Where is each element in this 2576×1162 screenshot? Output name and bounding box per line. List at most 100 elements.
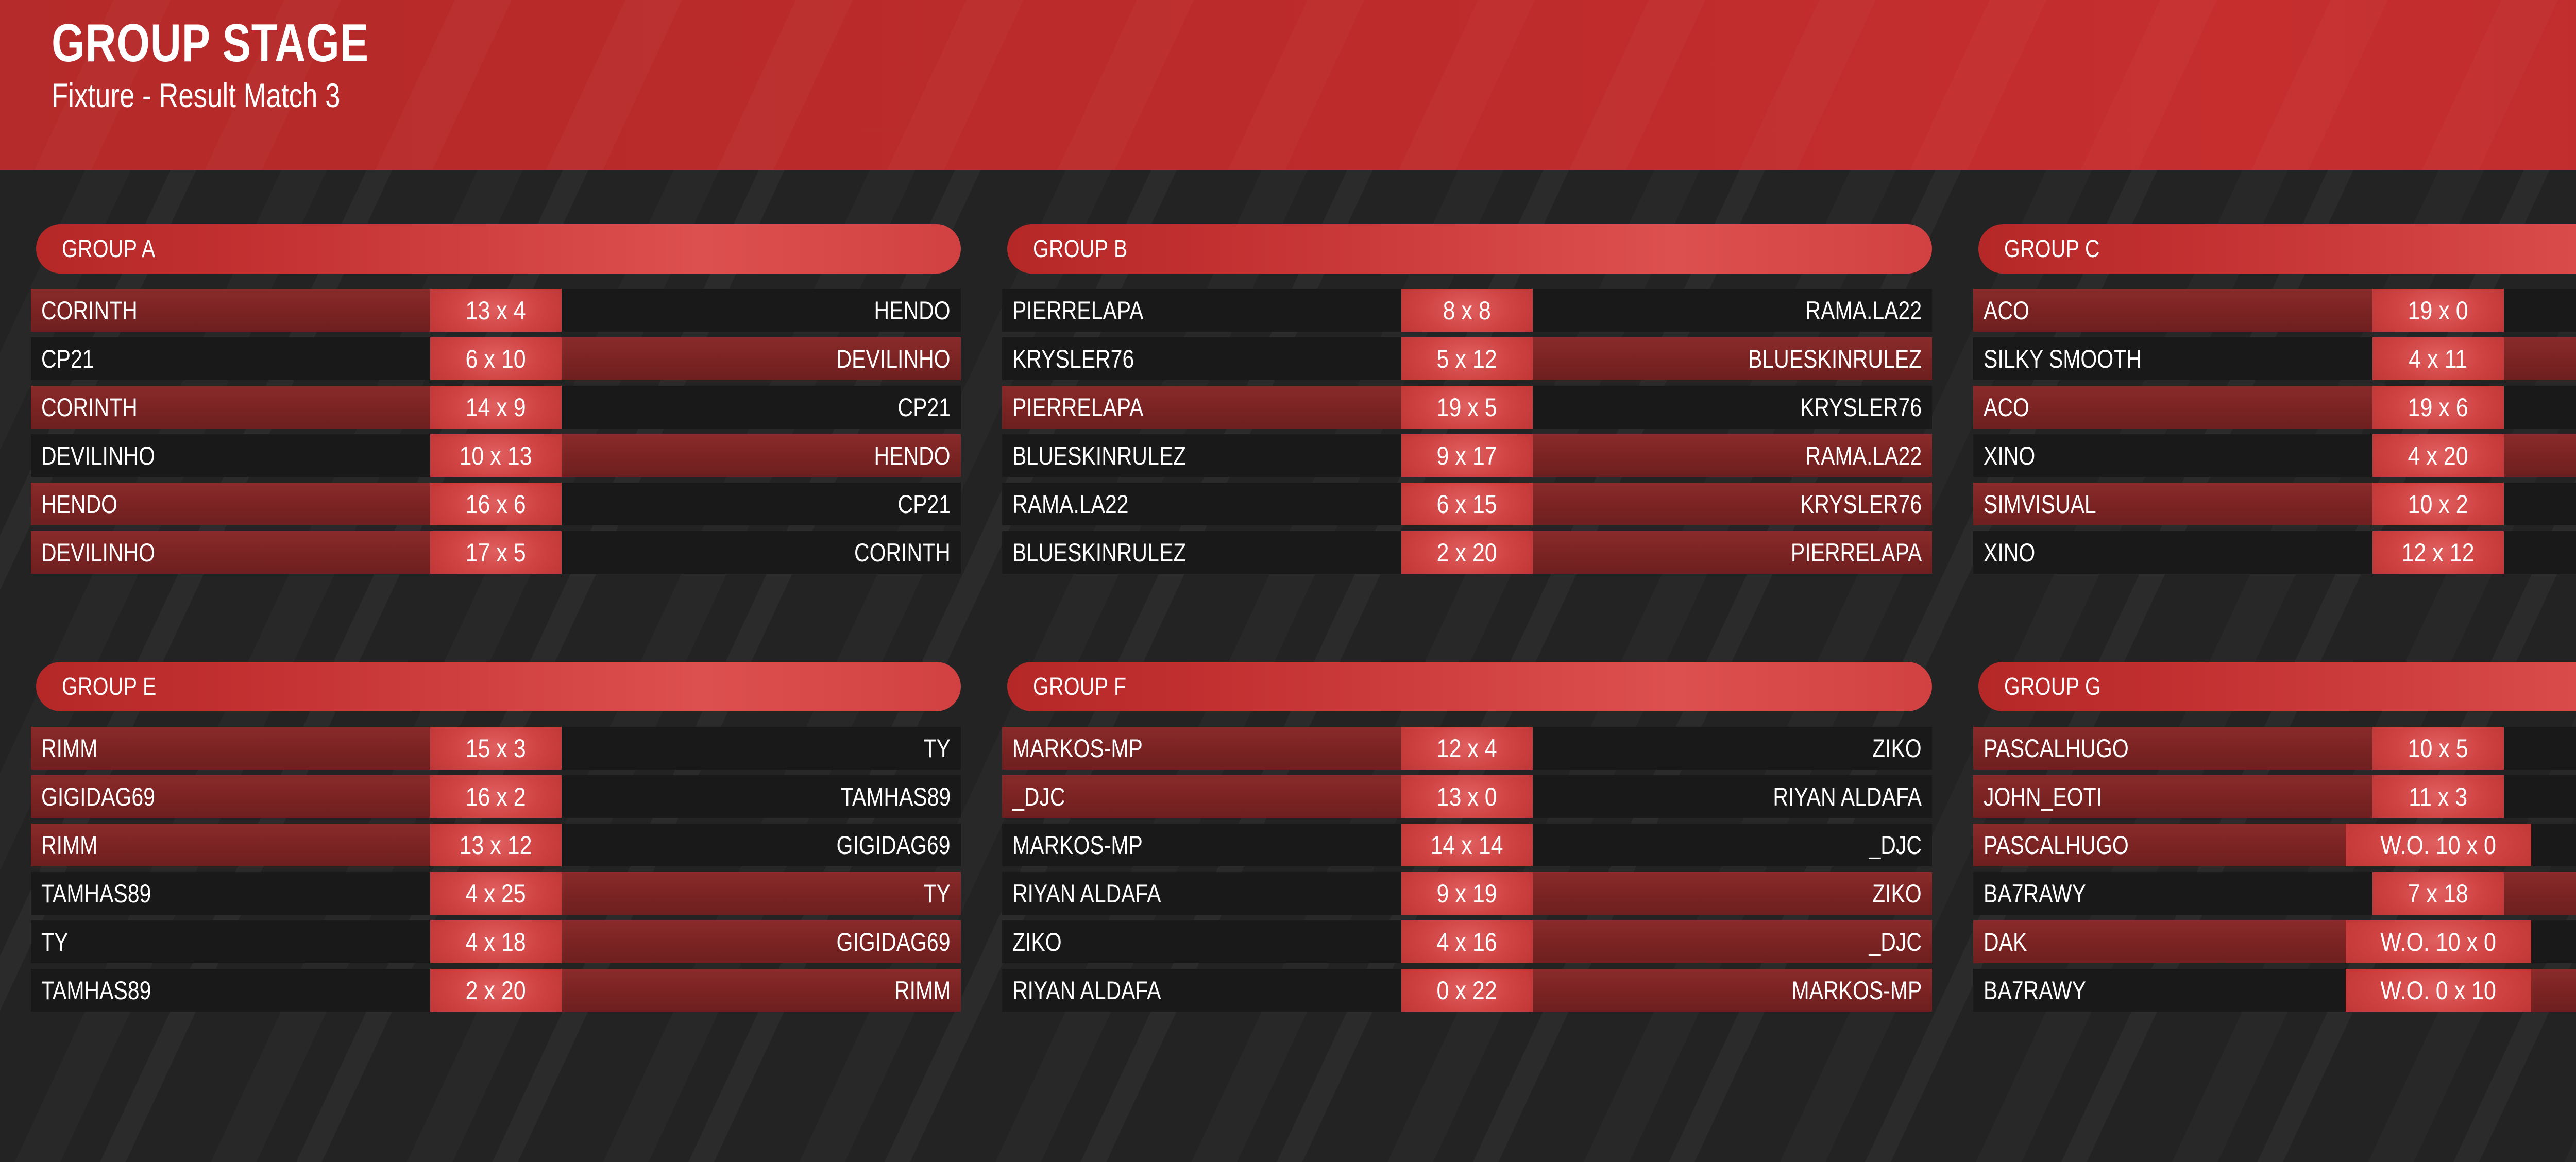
match-row[interactable]: SIMVISUAL 10 x 2 SILKY SMOOTH: [1973, 483, 2576, 525]
match-row[interactable]: BA7RAWY 7 x 18 DAK: [1973, 872, 2576, 915]
match-row[interactable]: RIMM 13 x 12 GIGIDAG69: [31, 824, 961, 866]
match-score: 0 x 22: [1436, 976, 1498, 1005]
match-row[interactable]: RAMA.LA22 6 x 15 KRYSLER76: [1002, 483, 1932, 525]
match-score-box: 11 x 3: [2372, 775, 2504, 818]
home-team-cell: CORINTH: [31, 386, 430, 429]
match-score-box: 15 x 3: [430, 727, 562, 770]
home-team-cell: HENDO: [31, 483, 430, 525]
match-row[interactable]: PIERRELAPA 19 x 5 KRYSLER76: [1002, 386, 1932, 429]
match-row[interactable]: PIERRELAPA 8 x 8 RAMA.LA22: [1002, 289, 1932, 332]
match-row[interactable]: JOHN_EOTI 11 x 3 BA7RAWY: [1973, 775, 2576, 818]
match-row[interactable]: XINO 4 x 20 SIMVISUAL: [1973, 434, 2576, 477]
away-team-cell: HENDO: [562, 289, 961, 332]
match-row[interactable]: DEVILINHO 17 x 5 CORINTH: [31, 531, 961, 574]
match-score: 13 x 0: [1436, 782, 1498, 811]
match-row[interactable]: BLUESKINRULEZ 9 x 17 RAMA.LA22: [1002, 434, 1932, 477]
home-team-name: TAMHAS89: [41, 976, 151, 1005]
match-score-box: 4 x 18: [430, 920, 562, 963]
match-row[interactable]: PASCALHUGO W.O. 10 x 0 JOHN_EOTI: [1973, 824, 2576, 866]
away-team-name: _DJC: [1869, 927, 1922, 956]
match-score-box: 19 x 5: [1401, 386, 1533, 429]
match-row[interactable]: _DJC 13 x 0 RIYAN ALDAFA: [1002, 775, 1932, 818]
match-list: RIMM 15 x 3 TY GIGIDAG69 16 x 2 TAMHAS89 RIMM 1…: [31, 727, 961, 1012]
match-row[interactable]: TAMHAS89 4 x 25 TY: [31, 872, 961, 915]
home-team-name: PASCALHUGO: [1984, 830, 2129, 860]
match-row[interactable]: GIGIDAG69 16 x 2 TAMHAS89: [31, 775, 961, 818]
away-team-cell: RIMM: [562, 969, 961, 1012]
match-row[interactable]: DAK W.O. 10 x 0 JOHN_EOTI: [1973, 920, 2576, 963]
match-row[interactable]: ZIKO 4 x 16 _DJC: [1002, 920, 1932, 963]
away-team-cell: PIERRELAPA: [1533, 531, 1932, 574]
group-panel: GROUP F MARKOS-MP 12 x 4 ZIKO _DJC 13 x 0 RIYA…: [1002, 662, 1932, 1017]
match-score: 14 x 9: [465, 392, 527, 422]
home-team-name: MARKOS-MP: [1012, 830, 1143, 860]
home-team-cell: PASCALHUGO: [1973, 824, 2346, 866]
match-row[interactable]: RIYAN ALDAFA 0 x 22 MARKOS-MP: [1002, 969, 1932, 1012]
home-team-name: BA7RAWY: [1984, 976, 2086, 1005]
away-team-cell: GIGIDAG69: [562, 920, 961, 963]
match-score: 2 x 20: [1436, 538, 1498, 567]
match-row[interactable]: ACO 19 x 0 SIMVISUAL: [1973, 289, 2576, 332]
match-row[interactable]: RIYAN ALDAFA 9 x 19 ZIKO: [1002, 872, 1932, 915]
match-score-box: 13 x 12: [430, 824, 562, 866]
home-team-name: RIYAN ALDAFA: [1012, 879, 1161, 908]
match-row[interactable]: CORINTH 13 x 4 HENDO: [31, 289, 961, 332]
match-score: 6 x 10: [465, 344, 527, 373]
match-row[interactable]: RIMM 15 x 3 TY: [31, 727, 961, 770]
match-score-box: 16 x 6: [430, 483, 562, 525]
match-row[interactable]: MARKOS-MP 12 x 4 ZIKO: [1002, 727, 1932, 770]
home-team-cell: TY: [31, 920, 430, 963]
match-score-box: 2 x 20: [430, 969, 562, 1012]
match-row[interactable]: CP21 6 x 10 DEVILINHO: [31, 337, 961, 380]
home-team-name: DAK: [1984, 927, 2027, 956]
match-score: 8 x 8: [1443, 296, 1492, 325]
match-score: 19 x 6: [2408, 392, 2469, 422]
match-row[interactable]: DEVILINHO 10 x 13 HENDO: [31, 434, 961, 477]
home-team-cell: TAMHAS89: [31, 969, 430, 1012]
match-row[interactable]: TAMHAS89 2 x 20 RIMM: [31, 969, 961, 1012]
away-team-name: ZIKO: [1872, 879, 1922, 908]
match-score-box: 8 x 8: [1401, 289, 1533, 332]
home-team-cell: RIYAN ALDAFA: [1002, 969, 1401, 1012]
match-row[interactable]: PASCALHUGO 10 x 5 DAK: [1973, 727, 2576, 770]
home-team-name: RIMM: [41, 830, 98, 860]
home-team-cell: GIGIDAG69: [31, 775, 430, 818]
home-team-name: BA7RAWY: [1984, 879, 2086, 908]
match-row[interactable]: ACO 19 x 6 SILKY SMOOTH: [1973, 386, 2576, 429]
home-team-cell: BA7RAWY: [1973, 969, 2346, 1012]
home-team-name: TAMHAS89: [41, 879, 151, 908]
match-row[interactable]: MARKOS-MP 14 x 14 _DJC: [1002, 824, 1932, 866]
group-header-label: GROUP E: [62, 673, 157, 700]
match-score: 19 x 0: [2408, 296, 2469, 325]
match-score: 17 x 5: [465, 538, 527, 567]
home-team-cell: DAK: [1973, 920, 2346, 963]
match-score: W.O. 10 x 0: [2380, 927, 2496, 956]
match-row[interactable]: KRYSLER76 5 x 12 BLUESKINRULEZ: [1002, 337, 1932, 380]
match-score-box: 6 x 15: [1401, 483, 1533, 525]
away-team-name: KRYSLER76: [1800, 392, 1922, 422]
away-team-name: RAMA.LA22: [1805, 441, 1922, 470]
home-team-cell: CORINTH: [31, 289, 430, 332]
match-row[interactable]: XINO 12 x 12 ACO: [1973, 531, 2576, 574]
match-score: 4 x 18: [465, 927, 527, 956]
away-team-cell: KRYSLER76: [1533, 483, 1932, 525]
match-row[interactable]: BA7RAWY W.O. 0 x 10 PASCALHUGO: [1973, 969, 2576, 1012]
away-team-name: GIGIDAG69: [836, 927, 951, 956]
match-row[interactable]: HENDO 16 x 6 CP21: [31, 483, 961, 525]
group-header-label: GROUP C: [2004, 235, 2100, 263]
home-team-name: BLUESKINRULEZ: [1012, 538, 1187, 567]
home-team-name: CORINTH: [41, 392, 138, 422]
home-team-cell: RIMM: [31, 824, 430, 866]
away-team-cell: DAK: [2504, 872, 2576, 915]
home-team-cell: PASCALHUGO: [1973, 727, 2372, 770]
match-row[interactable]: BLUESKINRULEZ 2 x 20 PIERRELAPA: [1002, 531, 1932, 574]
match-row[interactable]: TY 4 x 18 GIGIDAG69: [31, 920, 961, 963]
home-team-name: JOHN_EOTI: [1984, 782, 2103, 811]
away-team-name: CP21: [897, 489, 951, 519]
match-score: 12 x 12: [2401, 538, 2475, 567]
home-team-name: XINO: [1984, 441, 2036, 470]
match-row[interactable]: CORINTH 14 x 9 CP21: [31, 386, 961, 429]
home-team-name: RIMM: [41, 733, 98, 763]
match-row[interactable]: SILKY SMOOTH 4 x 11 XINO: [1973, 337, 2576, 380]
home-team-cell: SILKY SMOOTH: [1973, 337, 2372, 380]
